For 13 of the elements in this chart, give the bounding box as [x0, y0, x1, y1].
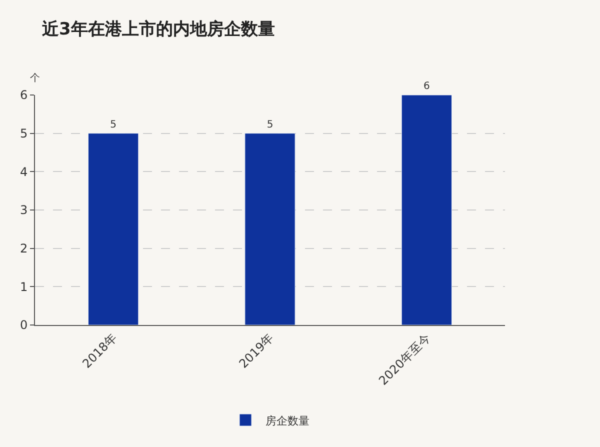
y-tick-label: 5 [20, 126, 28, 141]
y-tick-label: 2 [20, 242, 28, 256]
y-tick-label: 4 [20, 164, 28, 179]
legend-label: 房企数量 [266, 414, 310, 428]
data-label: 6 [423, 81, 430, 92]
y-tick-label: 3 [20, 203, 28, 218]
y-tick-label: 1 [20, 280, 28, 294]
y-tick-label: 6 [20, 88, 28, 102]
chart-title: 近3年在港上市的内地房企数量 [41, 19, 275, 40]
data-label: 5 [110, 119, 117, 130]
data-label: 5 [266, 119, 274, 130]
y-axis-title: 个 [30, 72, 40, 84]
y-tick-label: 0 [20, 318, 28, 332]
